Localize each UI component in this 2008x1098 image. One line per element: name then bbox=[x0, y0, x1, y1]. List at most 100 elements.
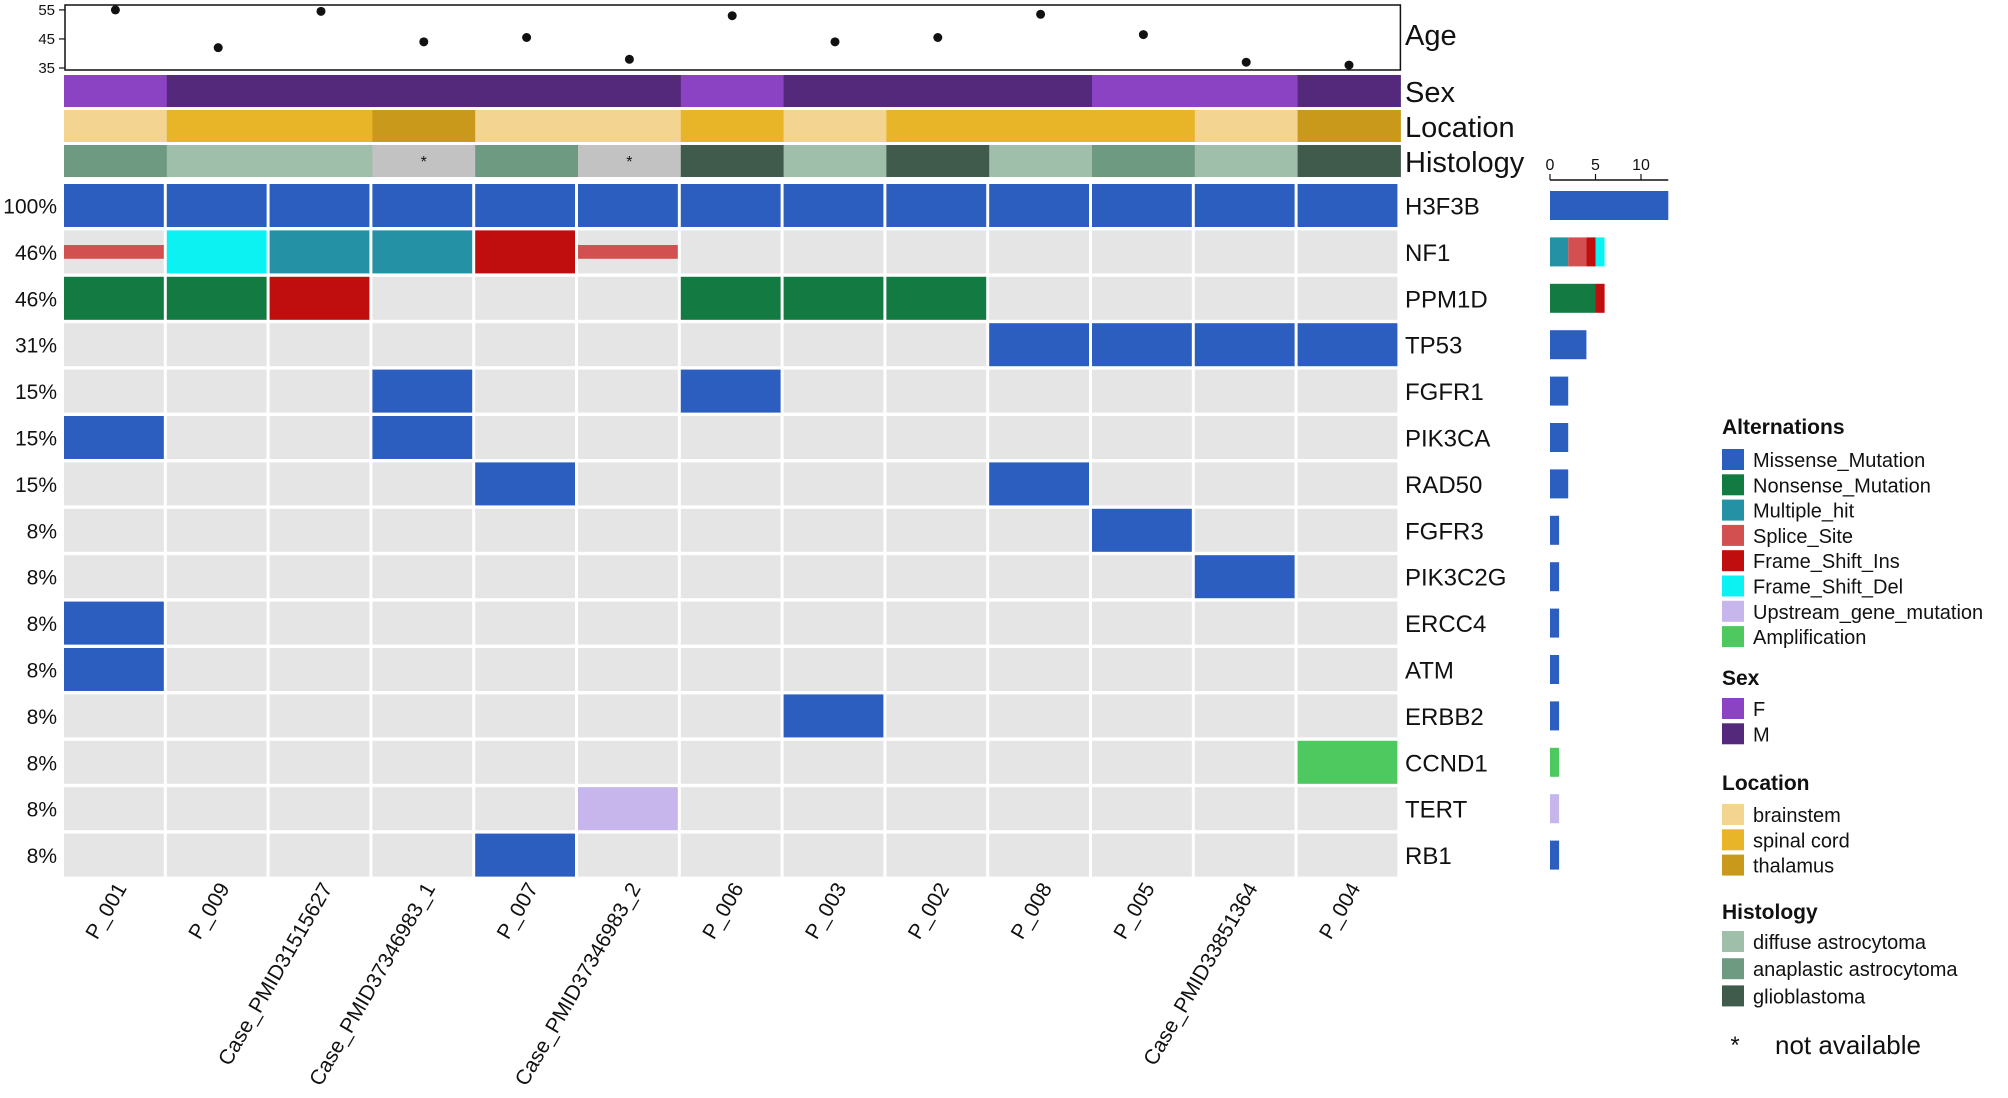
legend-item-alterations: Amplification bbox=[1753, 627, 1866, 649]
legend-swatch-alterations bbox=[1722, 474, 1744, 496]
matrix-cell-bg bbox=[680, 833, 781, 877]
count-bar-ERCC4 bbox=[1550, 608, 1560, 638]
matrix-cell-bg bbox=[1297, 601, 1398, 645]
age-point-Case_PMID37346983_2 bbox=[624, 54, 634, 64]
alteration-H3F3B-P_007 bbox=[475, 184, 575, 227]
count-bar-PIK3C2G bbox=[1550, 562, 1560, 592]
matrix-cell-bg bbox=[1297, 648, 1398, 691]
matrix-cell-bg bbox=[680, 601, 781, 645]
matrix-cell-bg bbox=[166, 323, 267, 367]
matrix-cell-bg bbox=[886, 648, 987, 691]
legend-swatch-alterations bbox=[1722, 524, 1744, 546]
matrix-cell-bg bbox=[64, 369, 164, 413]
matrix-cell-bg bbox=[64, 694, 164, 738]
alteration-ATM-P_001 bbox=[64, 648, 164, 691]
matrix-cell-bg bbox=[989, 787, 1089, 831]
matrix-cell-bg bbox=[886, 694, 987, 738]
matrix-cell-bg bbox=[1092, 369, 1192, 413]
alteration-NF1-Case_PMID37346983_2 bbox=[578, 245, 678, 259]
legend-title-alterations: Alternations bbox=[1722, 416, 1845, 439]
matrix-cell-bg bbox=[1092, 648, 1192, 691]
matrix-cell-bg bbox=[1194, 508, 1295, 552]
annotation-cell-sex bbox=[989, 75, 1093, 107]
matrix-cell-bg bbox=[989, 601, 1089, 645]
alteration-FGFR3-P_005 bbox=[1092, 508, 1192, 552]
sample-label: P_001 bbox=[81, 879, 131, 943]
alteration-PPM1D-P_003 bbox=[783, 276, 884, 320]
annotation-cell-histology bbox=[1092, 145, 1196, 177]
matrix-cell-bg bbox=[372, 648, 473, 691]
alteration-TP53-Case_PMID33851364 bbox=[1194, 323, 1295, 367]
matrix-cell-bg bbox=[372, 601, 473, 645]
matrix-cell-bg bbox=[1194, 416, 1295, 459]
annotation-cell-histology bbox=[989, 145, 1093, 177]
matrix-cell-bg bbox=[1092, 416, 1192, 459]
legend-swatch-alterations bbox=[1722, 626, 1744, 648]
age-point-P_006 bbox=[727, 11, 737, 21]
matrix-cell-bg bbox=[475, 601, 575, 645]
annotation-cell-histology bbox=[578, 145, 682, 177]
annotation-cell-location bbox=[269, 110, 373, 142]
matrix-cell-bg bbox=[269, 462, 370, 506]
alteration-H3F3B-Case_PMID31515627 bbox=[269, 184, 370, 227]
matrix-cell-bg bbox=[1092, 833, 1192, 877]
matrix-cell-bg bbox=[1092, 462, 1192, 506]
sample-label: Case_PMID33851364 bbox=[1139, 879, 1262, 1070]
annotation-cell-histology bbox=[680, 145, 785, 177]
gene-percent: 8% bbox=[27, 567, 57, 590]
age-tick-label: 55 bbox=[38, 2, 55, 19]
age-point-P_001 bbox=[110, 5, 120, 15]
matrix-cell-bg bbox=[578, 508, 678, 552]
alteration-NF1-Case_PMID31515627 bbox=[269, 230, 370, 274]
age-tick-label: 45 bbox=[38, 31, 55, 48]
matrix-cell-bg bbox=[64, 787, 164, 831]
matrix-cell-bg bbox=[269, 787, 370, 831]
alteration-PPM1D-P_001 bbox=[64, 276, 164, 320]
matrix-cell-bg bbox=[1297, 416, 1398, 459]
alteration-H3F3B-P_006 bbox=[680, 184, 781, 227]
matrix-cell-bg bbox=[475, 369, 575, 413]
matrix-cell-bg bbox=[64, 740, 164, 784]
legend-item-histology: anaplastic astrocytoma bbox=[1753, 959, 1958, 981]
legend-item-sex: M bbox=[1753, 724, 1770, 746]
matrix-cell-bg bbox=[1297, 694, 1398, 738]
matrix-cell-bg bbox=[1297, 508, 1398, 552]
annotation-cell-histology bbox=[1194, 145, 1299, 177]
annotation-label-location: Location bbox=[1405, 112, 1515, 144]
legend-item-alterations: Splice_Site bbox=[1753, 526, 1853, 548]
alteration-PPM1D-Case_PMID31515627 bbox=[269, 276, 370, 320]
alteration-PPM1D-P_009 bbox=[166, 276, 267, 320]
bar-axis-tick-label: 10 bbox=[1632, 157, 1650, 174]
annotation-cell-sex bbox=[166, 75, 271, 107]
matrix-cell-bg bbox=[166, 369, 267, 413]
alteration-TP53-P_004 bbox=[1297, 323, 1398, 367]
matrix-cell-bg bbox=[475, 787, 575, 831]
alteration-H3F3B-P_008 bbox=[989, 184, 1089, 227]
matrix-cell-bg bbox=[166, 601, 267, 645]
legend-swatch-histology bbox=[1722, 958, 1744, 980]
matrix-cell-bg bbox=[783, 833, 884, 877]
legend-item-location: brainstem bbox=[1753, 805, 1841, 827]
matrix-cell-bg bbox=[578, 369, 678, 413]
count-bar-ERBB2 bbox=[1550, 701, 1560, 731]
annotation-cell-location bbox=[64, 110, 168, 142]
matrix-cell-bg bbox=[1194, 369, 1295, 413]
annotation-label-histology: Histology bbox=[1405, 147, 1525, 179]
alteration-PIK3CA-P_001 bbox=[64, 416, 164, 459]
count-bar-FGFR1 bbox=[1550, 376, 1569, 406]
gene-percent: 8% bbox=[27, 845, 57, 868]
annotation-cell-sex bbox=[783, 75, 887, 107]
matrix-cell-bg bbox=[886, 555, 987, 599]
annotation-cell-histology bbox=[475, 145, 579, 177]
alteration-NF1-P_007 bbox=[475, 230, 575, 274]
annotation-cell-location bbox=[1297, 110, 1401, 142]
count-bar-ATM bbox=[1550, 655, 1560, 684]
alteration-H3F3B-Case_PMID37346983_2 bbox=[578, 184, 678, 227]
matrix-cell-bg bbox=[783, 369, 884, 413]
annotation-cell-location bbox=[372, 110, 476, 142]
matrix-cell-bg bbox=[578, 323, 678, 367]
alteration-RB1-P_007 bbox=[475, 833, 575, 877]
age-panel-frame bbox=[64, 4, 1402, 71]
legend-item-histology: diffuse astrocytoma bbox=[1753, 932, 1927, 954]
